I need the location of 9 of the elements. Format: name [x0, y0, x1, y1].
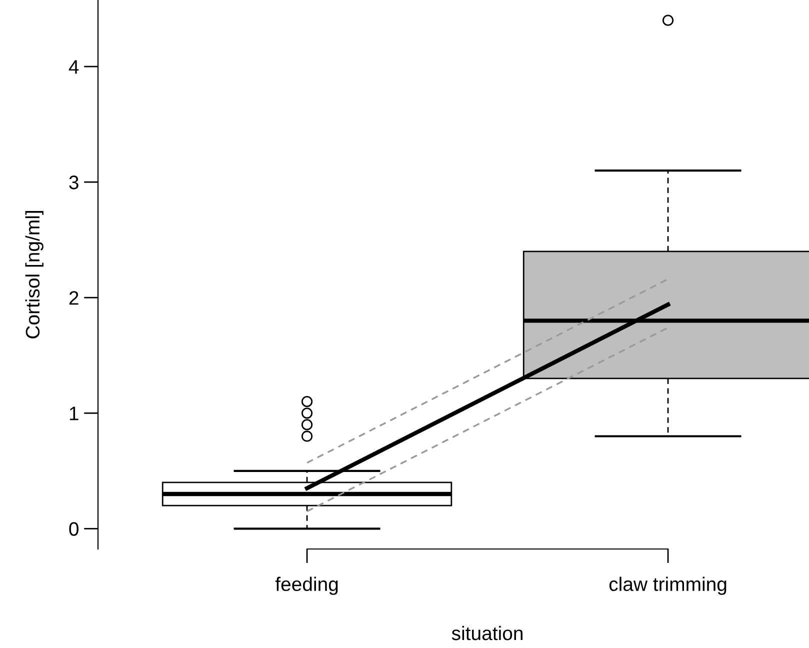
y-axis-title: Cortisol [ng/ml] — [25, 211, 44, 338]
y-tick-label: 3 — [69, 176, 78, 190]
y-tick-label: 4 — [68, 60, 79, 74]
x-tick-label: claw trimming — [609, 576, 726, 595]
y-tick-label: 2 — [69, 291, 78, 305]
x-axis-title: situation — [452, 626, 522, 640]
y-tick-label: 1 — [70, 406, 78, 420]
x-tick-label: feeding — [275, 576, 338, 595]
y-tick-label: 0 — [69, 522, 78, 536]
